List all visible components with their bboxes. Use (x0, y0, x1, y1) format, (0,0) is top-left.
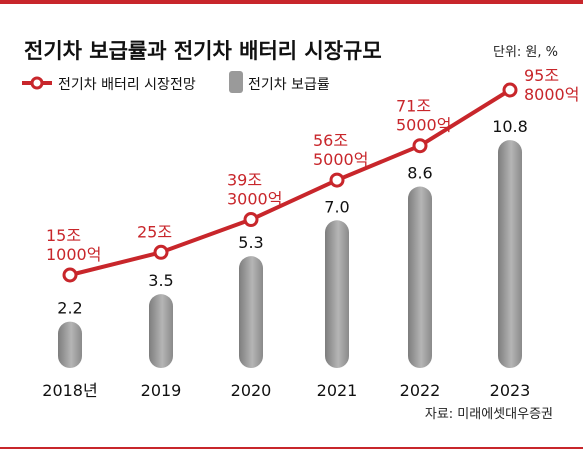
market-label-0-0: 15조 (46, 226, 81, 245)
bar-0 (58, 321, 82, 368)
market-point-5 (502, 82, 518, 98)
bar-value-label-3: 7.0 (324, 197, 349, 216)
x-tick-label-3: 2021 (317, 381, 358, 400)
bar-3 (325, 220, 349, 368)
x-tick-label-1: 2019 (141, 381, 182, 400)
x-tick-label-4: 2022 (400, 381, 441, 400)
bar-value-label-2: 5.3 (238, 233, 263, 252)
legend: 전기차 배터리 시장전망 전기차 보급률 (22, 71, 330, 93)
market-point-4 (412, 138, 428, 154)
market-line (69, 88, 512, 277)
bar-4 (408, 186, 432, 368)
market-label-1-0: 25조 (137, 222, 172, 241)
x-axis-ticks: 2018년 2019 2020 2021 2022 2023 (42, 381, 530, 400)
top-accent-bar (0, 0, 583, 4)
bar-2 (239, 256, 263, 368)
market-point-3 (329, 172, 345, 188)
chart-title: 전기차 보급률과 전기차 배터리 시장규모 (24, 39, 382, 63)
bar-5 (498, 140, 522, 368)
market-label-0-1: 1000억 (46, 245, 101, 264)
market-label-4-1: 5000억 (396, 116, 451, 135)
bottom-accent-bar (0, 447, 583, 449)
x-tick-label-0: 2018년 (42, 381, 97, 400)
market-label-3-1: 5000억 (313, 150, 368, 169)
bar-series (58, 140, 522, 368)
legend-line-marker (30, 76, 44, 90)
bar-value-labels: 2.2 3.5 5.3 7.0 8.6 10.8 (57, 117, 528, 317)
market-label-2-0: 39조 (227, 171, 262, 190)
legend-label-line: 전기차 배터리 시장전망 (58, 77, 196, 93)
legend-label-bar: 전기차 보급률 (248, 77, 330, 93)
bar-value-label-5: 10.8 (492, 117, 528, 136)
market-label-4-0: 71조 (396, 97, 431, 116)
market-label-2-1: 3000억 (227, 190, 282, 209)
market-label-3-0: 56조 (313, 131, 348, 150)
market-point-2 (243, 212, 259, 228)
unit-note: 단위: 원, % (493, 45, 558, 60)
legend-bar-swatch (229, 71, 243, 93)
x-tick-label-2: 2020 (231, 381, 272, 400)
x-tick-label-5: 2023 (490, 381, 531, 400)
source-note: 자료: 미래에셋대우증권 (425, 407, 553, 422)
bar-1 (149, 294, 173, 368)
market-point-1 (153, 244, 169, 260)
line-series (62, 82, 518, 283)
market-label-5-0: 95조 (524, 66, 559, 85)
bar-value-label-1: 3.5 (148, 271, 173, 290)
bar-value-label-4: 8.6 (407, 164, 432, 183)
bar-value-label-0: 2.2 (57, 299, 82, 318)
market-label-5-1: 8000억 (524, 85, 579, 104)
market-point-0 (62, 267, 78, 283)
market-value-labels: 15조1000억25조39조3000억56조5000억71조5000억95조80… (46, 66, 579, 264)
